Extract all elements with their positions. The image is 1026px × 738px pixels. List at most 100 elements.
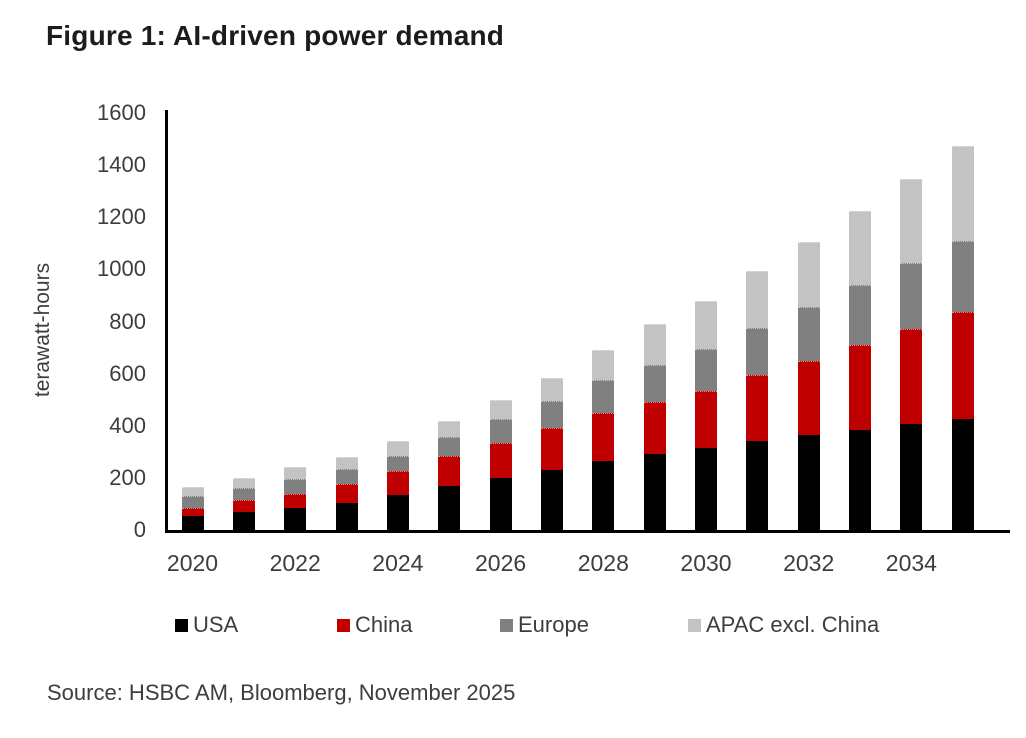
bar-segment-china [900, 329, 923, 425]
bar-segment-apac-excl-china [900, 179, 923, 263]
bar-segment-china [951, 312, 974, 420]
bar-segment-usa [181, 515, 204, 530]
bar-segment-europe [797, 307, 820, 361]
bar-2031 [746, 270, 769, 530]
bar-segment-china [232, 500, 255, 512]
legend-swatch-icon [688, 618, 701, 632]
x-tick-label: 2030 [680, 550, 732, 576]
bar-segment-europe [643, 364, 666, 403]
bar-segment-usa [695, 447, 717, 530]
x-tick-label: 2024 [372, 550, 424, 576]
bar-2035 [951, 145, 974, 530]
bar-segment-europe [438, 437, 461, 456]
bar-segment-usa [746, 441, 769, 530]
bar-2033 [849, 210, 872, 530]
y-tick-label: 800 [109, 308, 146, 334]
bar-segment-china [540, 428, 563, 471]
bar-segment-china [284, 493, 307, 508]
bar-segment-apac-excl-china [695, 300, 717, 349]
bar-segment-europe [181, 496, 204, 508]
bar-segment-china [335, 484, 358, 503]
bar-2027 [540, 377, 563, 530]
y-tick-label: 1600 [97, 100, 146, 125]
bar-segment-apac-excl-china [386, 441, 409, 456]
bar-segment-apac-excl-china [540, 377, 563, 401]
bar-segment-europe [746, 328, 769, 375]
bar-segment-europe [900, 262, 923, 330]
y-tick-label: 0 [133, 517, 146, 542]
bar-2020 [181, 487, 204, 530]
bar-2032 [797, 242, 820, 530]
figure-title: Figure 1: AI-driven power demand [46, 20, 505, 51]
bar-2029 [643, 324, 666, 530]
bar-segment-apac-excl-china [951, 145, 974, 241]
x-tick-label: 2028 [577, 550, 629, 576]
bar-segment-europe [489, 419, 512, 443]
legend-label: APAC excl. China [706, 612, 880, 637]
bar-segment-usa [797, 434, 820, 530]
y-tick-label: 400 [109, 412, 146, 438]
legend-item-china: China [337, 612, 412, 638]
bar-segment-apac-excl-china [284, 467, 307, 480]
bar-segment-apac-excl-china [643, 324, 666, 365]
y-tick-label: 1400 [97, 152, 146, 178]
bar-segment-china [695, 390, 717, 448]
legend-swatch-icon [500, 618, 513, 632]
bar-2026 [489, 399, 512, 530]
bar-segment-europe [232, 488, 255, 501]
bar-segment-europe [386, 455, 409, 472]
chart-area: terawatt-hours 0 200 400 600 800 1000 1200 1400… [31, 100, 1010, 576]
bar-2025 [438, 420, 461, 530]
legend-label: Europe [518, 612, 589, 637]
x-axis-line [165, 530, 1010, 533]
bar-segment-apac-excl-china [797, 242, 820, 308]
legend-item-europe: Europe [500, 612, 589, 638]
bar-segment-apac-excl-china [746, 270, 769, 329]
bar-segment-usa [643, 454, 666, 530]
bar-segment-apac-excl-china [489, 399, 512, 420]
x-tick-label: 2034 [885, 550, 937, 576]
bar-segment-usa [386, 494, 409, 530]
bar-segment-europe [695, 348, 717, 391]
bar-segment-usa [489, 477, 512, 530]
bar-segment-usa [849, 429, 872, 530]
bar-segment-apac-excl-china [592, 350, 615, 381]
bar-segment-china [849, 344, 872, 430]
bar-segment-europe [284, 479, 307, 494]
bar-segment-usa [951, 419, 974, 530]
bar-segment-apac-excl-china [232, 477, 255, 489]
bar-segment-usa [900, 424, 923, 530]
y-tick-label: 1200 [97, 204, 146, 230]
y-tick-label: 200 [109, 464, 146, 490]
legend-label: China [355, 612, 413, 637]
bar-segment-apac-excl-china [849, 210, 872, 286]
bar-segment-china [592, 412, 615, 461]
y-tick-label: 1000 [97, 256, 146, 282]
bar-segment-china [797, 360, 820, 435]
bar-segment-usa [335, 502, 358, 530]
bar-segment-usa [284, 507, 307, 530]
legend-swatch-icon [175, 618, 188, 632]
bar-segment-europe [951, 240, 974, 313]
bar-2024 [386, 441, 409, 530]
bar-segment-china [181, 507, 204, 516]
bar-segment-china [746, 374, 769, 442]
bar-2022 [284, 467, 307, 530]
bar-segment-usa [232, 511, 255, 530]
bar-segment-europe [335, 468, 358, 485]
bar-2021 [232, 477, 255, 530]
bar-segment-apac-excl-china [181, 487, 204, 497]
x-tick-label: 2026 [475, 550, 527, 576]
bar-2034 [900, 179, 923, 530]
bar-segment-europe [849, 285, 872, 345]
legend-swatch-icon [337, 618, 350, 632]
bar-segment-apac-excl-china [335, 457, 358, 469]
bar-segment-europe [540, 401, 563, 429]
x-tick-label: 2020 [166, 550, 219, 576]
bar-segment-china [643, 402, 666, 455]
bar-2030 [695, 300, 717, 530]
bar-segment-china [489, 442, 512, 478]
bar-segment-usa [438, 485, 461, 530]
y-axis-line [165, 110, 168, 533]
